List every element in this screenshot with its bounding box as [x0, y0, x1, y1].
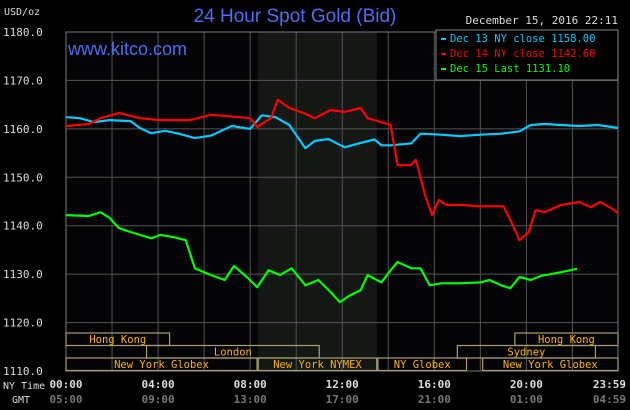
- legend-entry: Dec 14 NY close 1142.60: [450, 48, 595, 60]
- x-tick-gmt: 13:00: [234, 393, 267, 406]
- x-tick-ny: 20:00: [510, 378, 543, 391]
- session-label: Sydney: [507, 347, 545, 359]
- x-tick-ny: 04:00: [142, 378, 175, 391]
- series-line-1: [65, 114, 619, 150]
- legend-box: [435, 29, 619, 81]
- kitco-watermark: www.kitco.com: [67, 39, 187, 59]
- x-tick-gmt: 01:00: [510, 393, 543, 406]
- y-tick-label: 1120.0: [3, 317, 43, 330]
- y-tick-label: 1110.0: [3, 365, 43, 378]
- x-tick-gmt: 04:59: [593, 393, 626, 406]
- x-tick-gmt: 09:00: [142, 393, 175, 406]
- x-tick-gmt: 17:00: [326, 393, 359, 406]
- y-axis-unit: USD/oz: [4, 7, 40, 18]
- y-tick-label: 1160.0: [3, 123, 43, 136]
- session-bar: [377, 357, 468, 372]
- session-bar: [65, 332, 171, 347]
- series-line-2: [65, 98, 619, 242]
- legend-entry: Dec 15 Last 1131.10: [450, 63, 570, 75]
- session-label: New York Globex: [114, 359, 209, 371]
- ny-time-row-label: NY Time: [3, 381, 45, 392]
- x-tick-ny: 12:00: [326, 378, 359, 391]
- session-bar: [257, 357, 378, 372]
- legend-swatch: [441, 38, 446, 40]
- session-label: Hong Kong: [538, 334, 595, 346]
- legend-swatch: [441, 68, 446, 70]
- y-tick-label: 1150.0: [3, 171, 43, 184]
- legend: Dec 13 NY close 1158.00 Dec 14 NY close 1…: [435, 29, 619, 81]
- y-tick-label: 1140.0: [3, 220, 43, 233]
- series-line-3: [65, 211, 578, 304]
- session-label: New York Globex: [503, 359, 598, 371]
- y-tick-label: 1170.0: [3, 74, 43, 87]
- x-tick-ny: 16:00: [418, 378, 451, 391]
- gmt-row-label: GMT: [12, 395, 30, 406]
- legend-entry: Dec 13 NY close 1158.00: [450, 33, 595, 45]
- timestamp: December 15, 2016 22:11: [466, 14, 618, 27]
- y-tick-label: 1130.0: [3, 268, 43, 281]
- chart-title: 24 Hour Spot Gold (Bid): [194, 6, 397, 27]
- x-tick-gmt: 05:00: [49, 393, 82, 406]
- session-label: New York NYMEX: [273, 359, 362, 371]
- x-tick-ny: 00:00: [49, 378, 82, 391]
- shaded-session-region: [257, 32, 377, 371]
- session-bar: [482, 357, 619, 372]
- session-label: NY Globex: [394, 359, 451, 371]
- session-label: London: [214, 347, 252, 359]
- x-tick-ny: 23:59: [593, 378, 626, 391]
- x-tick-gmt: 21:00: [418, 393, 451, 406]
- session-bar: [65, 357, 258, 372]
- x-tick-ny: 08:00: [234, 378, 267, 391]
- y-tick-label: 1180.0: [3, 26, 43, 39]
- legend-swatch: [441, 53, 446, 55]
- session-label: Hong Kong: [89, 334, 146, 346]
